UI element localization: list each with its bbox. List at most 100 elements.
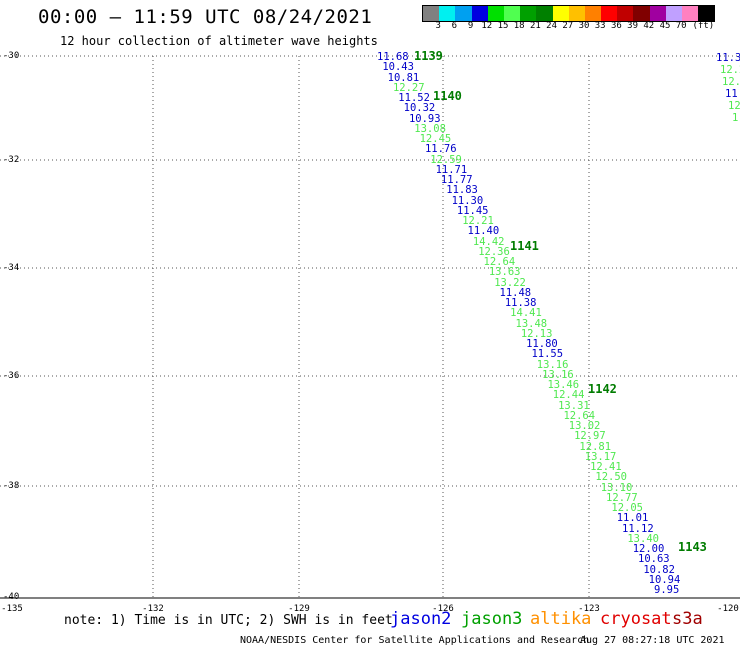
wave-height-value: 11.12 xyxy=(622,522,654,535)
legend-label: 12 xyxy=(481,21,493,31)
legend-swatch xyxy=(520,6,537,21)
legend-swatch xyxy=(682,6,699,21)
lon-label-126: -126 xyxy=(432,604,454,614)
lat-label-36: -36 xyxy=(3,371,20,381)
legend-swatch xyxy=(649,6,666,21)
legend-label: 21 xyxy=(529,21,541,31)
wave-height-value: 11.77 xyxy=(440,174,473,186)
wave-height-value: 13.08 xyxy=(414,122,446,135)
pass-label: 1143 xyxy=(678,540,707,554)
legend-swatch xyxy=(698,6,715,21)
legend-label: (ft) xyxy=(692,21,715,31)
wave-height-value: 12 xyxy=(728,100,740,112)
wave-height-value: 13.22 xyxy=(494,276,526,289)
wave-height-value: 10.82 xyxy=(643,563,675,576)
legend-label: 39 xyxy=(627,21,639,31)
credit-text: NOAA/NESDIS Center for Satellite Applica… xyxy=(240,635,590,646)
wave-height-value: 13.63 xyxy=(488,266,521,279)
wave-height-value: 11.40 xyxy=(467,225,500,238)
wave-height-value: 1 xyxy=(732,112,739,124)
wave-height-value: 11.76 xyxy=(424,143,457,156)
legend-swatch xyxy=(568,6,585,21)
wave-height-value: 12.81 xyxy=(579,440,612,453)
wave-height-value: 12.27 xyxy=(392,81,425,94)
wave-height-value: 11.68 xyxy=(377,51,409,63)
lat-label-38: -38 xyxy=(3,481,20,491)
legend-swatch xyxy=(552,6,569,21)
legend-label: 24 xyxy=(546,21,558,31)
wave-height-value: 12.45 xyxy=(419,133,452,145)
wave-height-value: 11.01 xyxy=(616,512,649,525)
wave-height-value: 13.48 xyxy=(515,317,548,330)
wave-height-value: 12.97 xyxy=(574,430,606,443)
wave-height-value: 13.16 xyxy=(536,358,569,371)
wave-height-value: 12.8 xyxy=(722,76,740,88)
legend-label: 30 xyxy=(578,21,590,31)
pass-label: 1139 xyxy=(414,49,443,63)
wave-height-value: 11.38 xyxy=(504,297,537,309)
wave-height-value: 13.40 xyxy=(627,532,659,545)
wave-height-value: 12.36 xyxy=(478,245,510,258)
wave-height-value: 12.13 xyxy=(520,327,553,340)
legend-label: 45 xyxy=(659,21,671,31)
satellite-s3a: s3a xyxy=(672,609,703,629)
lon-label-123: -123 xyxy=(578,604,600,614)
legend-swatch xyxy=(487,6,504,21)
wave-height-value: 14.42 xyxy=(472,235,505,248)
map-title: 00:00 – 11:59 UTC 08/24/2021 xyxy=(38,6,373,28)
legend-label: 15 xyxy=(497,21,509,31)
wave-height-value: 10.94 xyxy=(648,573,681,586)
satellite-altika: altika xyxy=(530,609,592,629)
wave-height-value: 12.64 xyxy=(563,409,596,422)
wave-height-value: 11.30 xyxy=(451,194,484,207)
lat-label-40: -40 xyxy=(3,592,20,602)
legend-swatch xyxy=(471,6,488,21)
wave-height-value: 12.2 xyxy=(720,64,740,76)
pass-label: 1142 xyxy=(588,382,617,396)
legend-label: 3 xyxy=(435,21,441,31)
units-note: note: 1) Time is in UTC; 2) SWH is in fe… xyxy=(64,613,393,628)
wave-height-value: 12.44 xyxy=(552,389,585,402)
legend-swatch xyxy=(633,6,650,21)
wave-height-value: 12.77 xyxy=(606,491,638,504)
legend-swatch xyxy=(617,6,634,21)
legend-label: 33 xyxy=(594,21,606,31)
legend-swatch xyxy=(536,6,553,21)
map-subtitle: 12 hour collection of altimeter wave hei… xyxy=(60,34,378,48)
legend-label: 70 xyxy=(675,21,687,31)
legend-label: 6 xyxy=(451,21,458,31)
legend-swatch xyxy=(665,6,682,21)
legend-swatch xyxy=(601,6,618,21)
lon-label-120: -120 xyxy=(717,604,739,614)
legend-swatch xyxy=(503,6,521,21)
wave-height-value: 12.50 xyxy=(595,471,627,484)
wave-height-value: 11. xyxy=(725,88,740,100)
wave-height-value: 10.43 xyxy=(382,61,414,74)
pass-label: 1140 xyxy=(433,89,462,103)
wave-height-value: 12.21 xyxy=(462,215,494,227)
generated-timestamp: Aug 27 08:27:18 UTC 2021 xyxy=(580,635,725,646)
wave-height-value: 13.10 xyxy=(600,481,633,494)
wave-height-value: 11.45 xyxy=(456,204,489,217)
lon-label-132: -132 xyxy=(142,604,164,614)
wave-height-value: 10.93 xyxy=(408,112,441,125)
satellite-jason3: jason3 xyxy=(461,609,523,629)
legend-swatch xyxy=(439,6,456,21)
legend-label: 27 xyxy=(562,21,574,31)
wave-height-value: 11.3 xyxy=(716,52,740,64)
wave-height-value: 14.41 xyxy=(510,307,542,320)
wave-height-value: 10.32 xyxy=(403,102,436,115)
lon-label-135: -135 xyxy=(1,604,23,614)
wave-height-value: 11.55 xyxy=(531,348,564,361)
wave-height-value: 9.95 xyxy=(654,584,680,596)
wave-height-value: 11.80 xyxy=(526,338,558,350)
lat-label-32: -32 xyxy=(3,155,20,165)
legend-swatch xyxy=(584,6,602,21)
legend-label: 18 xyxy=(513,21,525,31)
legend-label: 9 xyxy=(467,21,474,31)
legend-swatch xyxy=(455,6,472,21)
wave-height-value: 13.02 xyxy=(568,420,601,432)
wave-height-value: 12.05 xyxy=(611,502,643,514)
wave-height-value: 11.52 xyxy=(398,92,430,104)
